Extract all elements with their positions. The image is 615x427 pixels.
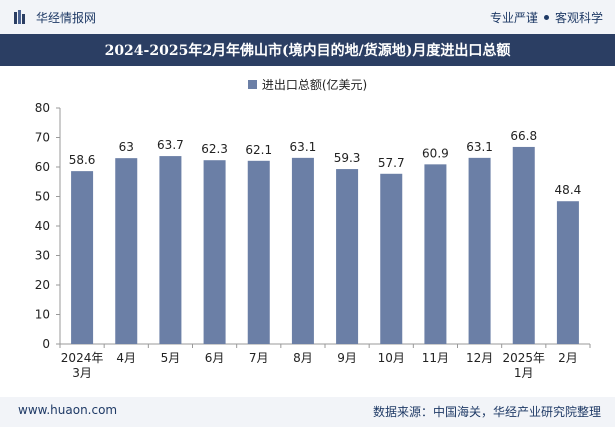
y-tick-label: 40 — [35, 219, 50, 233]
y-tick-label: 70 — [35, 131, 50, 145]
x-tick-label: 8月 — [293, 351, 313, 365]
x-tick-label: 2月 — [558, 351, 578, 365]
bar — [71, 171, 94, 344]
data-label: 63.7 — [157, 138, 184, 152]
bar — [291, 157, 314, 344]
y-tick-label: 60 — [35, 160, 50, 174]
tagline-1: 专业严谨 — [489, 11, 538, 25]
data-label: 63 — [119, 140, 134, 154]
data-label: 48.4 — [555, 183, 582, 197]
header-tagline: 专业严谨 客观科学 — [490, 9, 603, 26]
tagline-2: 客观科学 — [554, 11, 603, 25]
bar — [159, 156, 182, 344]
x-tick-label: 9月 — [337, 351, 357, 365]
bar — [512, 146, 535, 344]
x-tick-label: 2025年 — [502, 351, 545, 365]
bar — [424, 164, 447, 344]
x-tick-label: 12月 — [466, 351, 493, 365]
y-tick-label: 80 — [35, 101, 50, 115]
bar — [336, 169, 359, 344]
x-tick-label: 7月 — [249, 351, 269, 365]
x-tick-label: 2024年 — [61, 351, 104, 365]
data-label: 59.3 — [334, 151, 361, 165]
bar — [380, 173, 403, 344]
x-tick-label: 1月 — [514, 366, 534, 380]
header-bar: 华经情报网 专业严谨 客观科学 — [0, 0, 615, 34]
data-label: 66.8 — [510, 129, 537, 143]
footer-website: www.huaon.com — [18, 403, 118, 417]
x-tick-label: 11月 — [422, 351, 449, 365]
data-label: 62.3 — [201, 142, 228, 156]
data-label: 58.6 — [69, 153, 96, 167]
x-tick-label: 10月 — [378, 351, 405, 365]
data-label: 63.1 — [290, 140, 317, 154]
x-tick-label: 5月 — [161, 351, 181, 365]
x-tick-label: 6月 — [205, 351, 225, 365]
y-tick-label: 20 — [35, 278, 50, 292]
chart-legend: 进出口总额(亿美元) — [0, 76, 615, 93]
bar — [556, 201, 579, 344]
x-tick-label: 3月 — [72, 366, 92, 380]
bar — [115, 158, 138, 344]
bar — [468, 157, 491, 344]
bar — [203, 160, 226, 344]
chart-title: 2024-2025年2月年佛山市(境内目的地/货源地)月度进出口总额 — [0, 34, 615, 66]
y-tick-label: 0 — [42, 337, 50, 351]
data-label: 63.1 — [466, 140, 493, 154]
x-tick-label: 4月 — [116, 351, 136, 365]
data-label: 57.7 — [378, 156, 405, 170]
data-label: 60.9 — [422, 146, 449, 160]
brand: 华经情报网 — [14, 9, 96, 25]
brand-logo-icon — [14, 10, 25, 24]
bar — [247, 160, 270, 344]
legend-swatch — [247, 80, 257, 89]
brand-name: 华经情报网 — [36, 10, 97, 25]
y-tick-label: 50 — [35, 190, 50, 204]
data-label: 62.1 — [245, 143, 272, 157]
footer-source: 数据来源：中国海关，华经产业研究院整理 — [372, 405, 601, 419]
bullet-dot-icon — [543, 15, 549, 20]
legend-label: 进出口总额(亿美元) — [261, 78, 368, 92]
y-tick-label: 30 — [35, 249, 50, 263]
footer-bar: www.huaon.com 数据来源：中国海关，华经产业研究院整理 — [0, 397, 615, 427]
y-tick-label: 10 — [35, 308, 50, 322]
